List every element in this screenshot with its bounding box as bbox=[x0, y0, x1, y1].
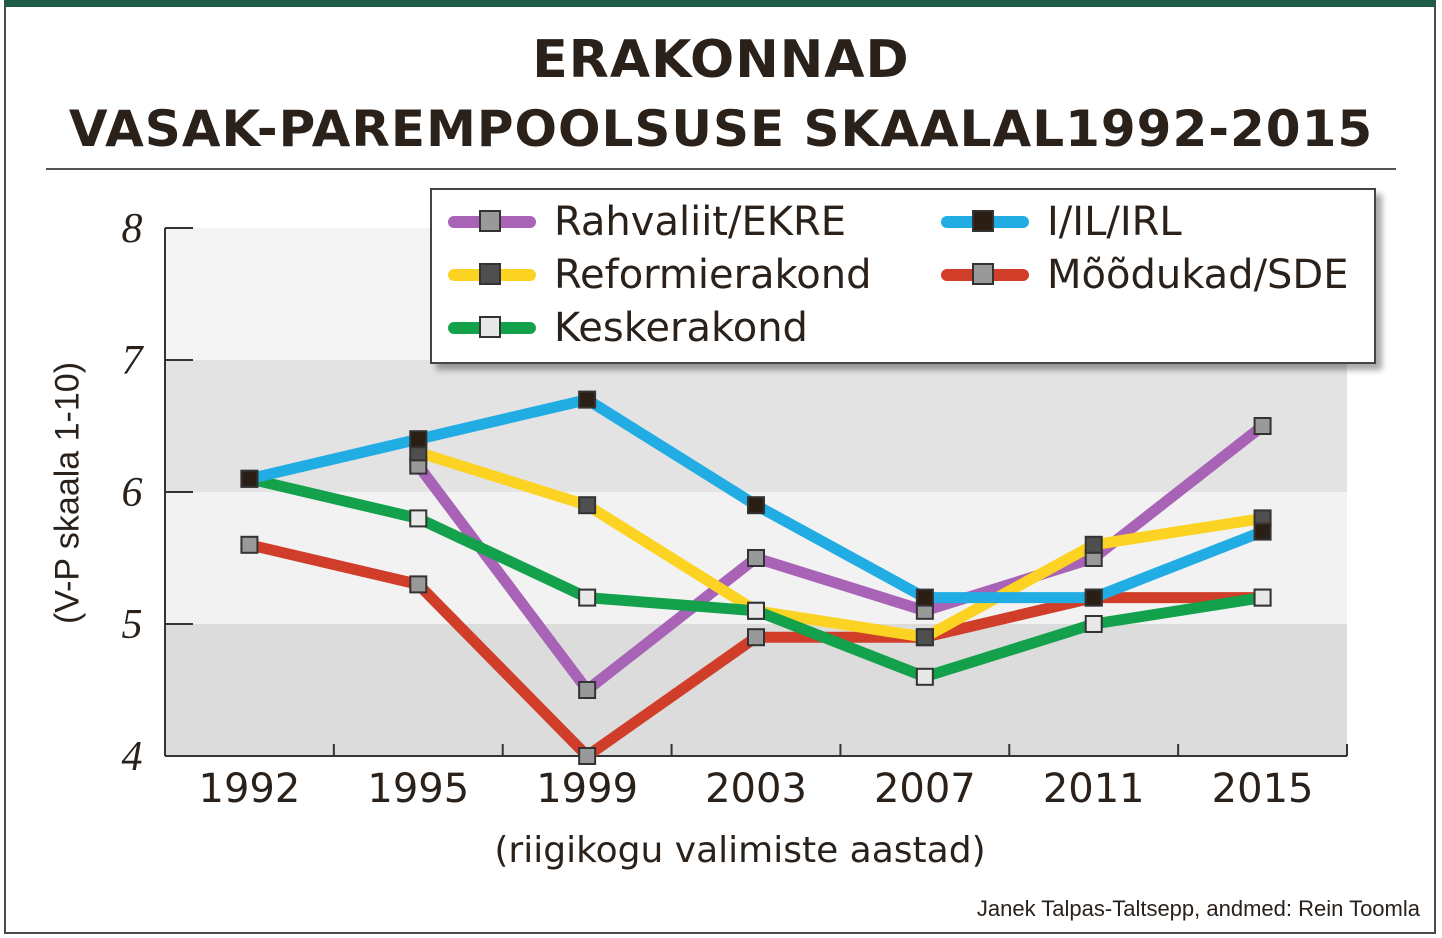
chart-legend: Rahvaliit/EKRE Reformierakond Keskerakond I… bbox=[430, 188, 1376, 364]
data-point bbox=[240, 469, 259, 488]
title-divider bbox=[46, 168, 1396, 170]
series-line bbox=[412, 446, 1269, 643]
data-point bbox=[240, 535, 259, 554]
data-point bbox=[1084, 615, 1103, 633]
legend-item: I/IL/IRL bbox=[937, 196, 1182, 248]
y-tick-label: 8 bbox=[122, 206, 143, 252]
legend-label: Reformierakond bbox=[554, 252, 872, 298]
data-point bbox=[409, 575, 428, 594]
background-band bbox=[165, 360, 1347, 492]
x-tick-label: 2015 bbox=[1212, 766, 1314, 812]
data-point bbox=[409, 430, 428, 449]
chart-title-line2: VASAK-PAREMPOOLSUSE SKAALAL1992-2015 bbox=[68, 100, 1374, 158]
y-tick-label: 5 bbox=[122, 602, 143, 648]
data-point bbox=[747, 549, 765, 567]
data-point bbox=[1084, 535, 1103, 554]
chart-title-line1: ERAKONNAD bbox=[532, 30, 910, 90]
legend-swatch bbox=[937, 202, 1033, 242]
y-axis-label: (V-P skaala 1-10) bbox=[48, 361, 87, 625]
legend-item: Reformierakond bbox=[444, 249, 872, 301]
legend-swatch bbox=[444, 255, 540, 295]
y-tick-label: 7 bbox=[122, 338, 145, 384]
legend-label: Keskerakond bbox=[554, 305, 808, 351]
legend-label: I/IL/IRL bbox=[1047, 199, 1182, 245]
legend-label: Mõõdukad/SDE bbox=[1047, 252, 1349, 298]
data-point bbox=[578, 681, 597, 699]
y-tick-label: 6 bbox=[122, 470, 143, 516]
x-tick-label: 2011 bbox=[1043, 766, 1145, 812]
data-point bbox=[747, 496, 765, 515]
data-point bbox=[1253, 417, 1272, 435]
data-point bbox=[915, 667, 934, 686]
data-point bbox=[747, 601, 765, 620]
legend-swatch bbox=[937, 255, 1033, 295]
x-tick-label: 1992 bbox=[199, 766, 301, 812]
data-point bbox=[747, 628, 765, 647]
x-tick-label: 2007 bbox=[874, 766, 976, 812]
legend-item: Mõõdukad/SDE bbox=[937, 249, 1349, 301]
data-point bbox=[409, 509, 428, 528]
data-point bbox=[1253, 588, 1272, 607]
data-point bbox=[915, 588, 934, 607]
legend-label: Rahvaliit/EKRE bbox=[554, 199, 847, 245]
legend-swatch bbox=[444, 202, 540, 242]
x-tick-label: 2003 bbox=[705, 766, 807, 812]
chart-frame bbox=[4, 0, 1436, 934]
source-credit: Janek Talpas-Taltsepp, andmed: Rein Toom… bbox=[976, 896, 1420, 921]
data-point bbox=[1253, 522, 1272, 541]
legend-swatch bbox=[444, 308, 540, 348]
legend-item: Rahvaliit/EKRE bbox=[444, 196, 846, 248]
data-point bbox=[578, 390, 597, 409]
data-point bbox=[915, 628, 934, 647]
x-tick-label: 1999 bbox=[536, 766, 638, 812]
y-tick-label: 4 bbox=[122, 734, 143, 780]
data-point bbox=[578, 747, 597, 765]
data-point bbox=[578, 496, 597, 515]
data-point bbox=[1084, 588, 1103, 607]
data-point bbox=[578, 588, 597, 607]
x-tick-label: 1995 bbox=[367, 766, 469, 812]
x-axis-label: (riigikogu valimiste aastad) bbox=[494, 830, 986, 871]
legend-item: Keskerakond bbox=[444, 302, 808, 354]
